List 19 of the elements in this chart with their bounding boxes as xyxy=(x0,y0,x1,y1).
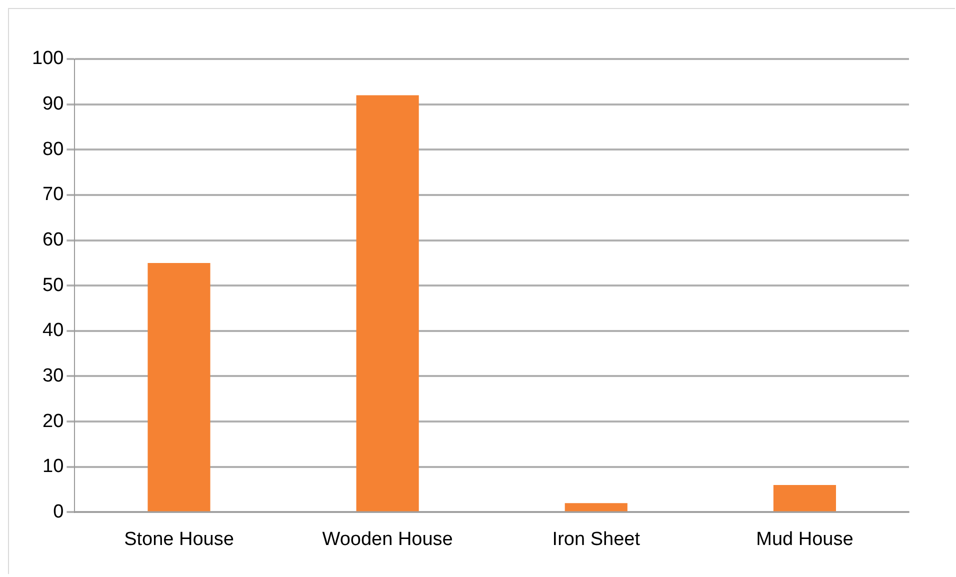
y-tick-label: 70 xyxy=(42,184,64,206)
bar xyxy=(148,262,210,512)
bar xyxy=(773,485,836,512)
y-tick-label: 90 xyxy=(42,94,64,115)
y-tick-label: 0 xyxy=(53,501,64,522)
y-tick-label: 40 xyxy=(42,320,64,342)
y-tick-label: 50 xyxy=(42,274,64,296)
y-tick-label: 30 xyxy=(42,365,64,386)
x-tick-label: Stone House xyxy=(124,528,234,550)
y-tick-label: 60 xyxy=(42,230,64,251)
x-tick-label: Iron Sheet xyxy=(552,528,641,550)
bar xyxy=(564,503,628,512)
bar xyxy=(356,95,419,512)
y-tick-label: 10 xyxy=(42,456,64,478)
y-tick-label: 20 xyxy=(42,410,64,432)
y-tick-label: 80 xyxy=(42,138,64,160)
y-tick-label: 100 xyxy=(32,48,64,70)
x-tick-label: Wooden House xyxy=(322,528,453,550)
x-tick-label: Mud House xyxy=(756,528,854,550)
